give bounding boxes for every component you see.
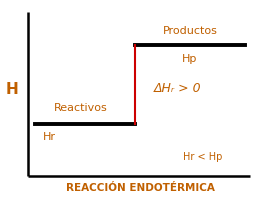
Text: Hr: Hr [42,131,55,142]
Text: H: H [5,82,18,97]
Text: Productos: Productos [162,26,216,36]
Text: Hr < Hp: Hr < Hp [182,152,221,162]
Text: Reactivos: Reactivos [54,103,107,113]
Text: REACCIÓN ENDOTÉRMICA: REACCIÓN ENDOTÉRMICA [65,183,214,193]
Text: Hp: Hp [181,54,197,64]
Text: ΔHᵣ > 0: ΔHᵣ > 0 [153,82,200,95]
